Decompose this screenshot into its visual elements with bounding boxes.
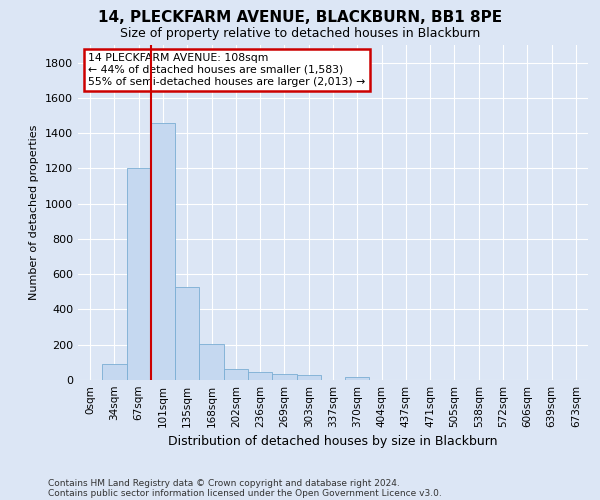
Bar [272, 374, 296, 380]
Bar [345, 378, 370, 380]
Y-axis label: Number of detached properties: Number of detached properties [29, 125, 40, 300]
Bar [127, 168, 151, 380]
Text: 14 PLECKFARM AVENUE: 108sqm
← 44% of detached houses are smaller (1,583)
55% of : 14 PLECKFARM AVENUE: 108sqm ← 44% of det… [88, 54, 365, 86]
Bar [224, 368, 248, 380]
Bar [248, 372, 272, 380]
Bar [199, 344, 224, 380]
Text: Contains HM Land Registry data © Crown copyright and database right 2024.: Contains HM Land Registry data © Crown c… [48, 478, 400, 488]
Bar [296, 375, 321, 380]
Text: 14, PLECKFARM AVENUE, BLACKBURN, BB1 8PE: 14, PLECKFARM AVENUE, BLACKBURN, BB1 8PE [98, 10, 502, 25]
Bar [175, 286, 199, 380]
Text: Contains public sector information licensed under the Open Government Licence v3: Contains public sector information licen… [48, 488, 442, 498]
Bar [151, 122, 175, 380]
X-axis label: Distribution of detached houses by size in Blackburn: Distribution of detached houses by size … [168, 436, 498, 448]
Bar [102, 364, 127, 380]
Text: Size of property relative to detached houses in Blackburn: Size of property relative to detached ho… [120, 28, 480, 40]
